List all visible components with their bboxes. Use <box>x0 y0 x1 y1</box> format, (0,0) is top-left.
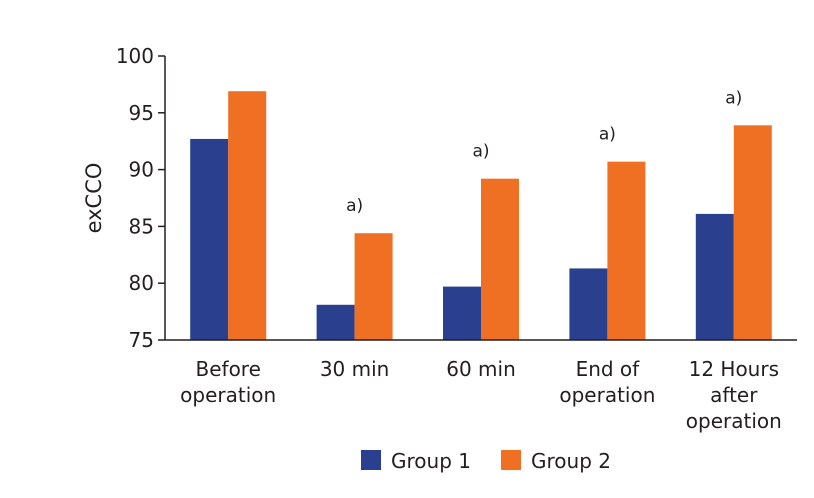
bar-2-2 <box>354 233 393 340</box>
y-tick-label: 100 <box>116 44 154 68</box>
x-category-label: 12 Hours <box>689 357 779 381</box>
bar-1-3 <box>443 286 481 340</box>
bar-1-5 <box>695 213 734 340</box>
y-tick-label: 95 <box>129 101 154 125</box>
x-category-label: 60 min <box>446 357 516 381</box>
y-tick-label: 85 <box>129 214 154 238</box>
legend-label-1: Group 1 <box>391 449 471 473</box>
bars <box>190 91 772 341</box>
significance-annotation: a) <box>725 88 742 108</box>
x-category-label: after <box>710 383 758 407</box>
axes <box>164 56 797 341</box>
y-tick-label: 80 <box>129 271 154 295</box>
x-category-label: operation <box>686 409 782 433</box>
significance-annotation: a) <box>346 196 363 216</box>
legend: Group 1 Group 2 <box>361 449 611 473</box>
x-category-label: Before <box>196 357 261 381</box>
x-category-label: operation <box>180 383 276 407</box>
x-category-label: 30 min <box>320 357 390 381</box>
legend-swatch-1 <box>361 450 381 470</box>
bar-1-1 <box>190 138 229 340</box>
legend-label-2: Group 2 <box>531 449 611 473</box>
y-tick-label: 90 <box>129 158 154 182</box>
bar-1-4 <box>569 268 608 340</box>
bar-2-5 <box>733 125 772 341</box>
bar-2-3 <box>481 178 519 340</box>
annotations: a) a) a) a) <box>346 88 742 216</box>
bar-1-2 <box>316 304 355 340</box>
x-category-label: operation <box>559 383 655 407</box>
bar-2-4 <box>607 161 646 340</box>
y-ticks: 75 80 85 90 95 100 <box>116 44 165 352</box>
y-axis-title: exCCO <box>82 163 106 234</box>
legend-swatch-2 <box>501 450 521 470</box>
significance-annotation: a) <box>599 125 616 145</box>
bar-2-1 <box>228 91 267 340</box>
y-tick-label: 75 <box>129 328 154 352</box>
x-category-label: End of <box>576 357 641 381</box>
significance-annotation: a) <box>472 142 489 162</box>
